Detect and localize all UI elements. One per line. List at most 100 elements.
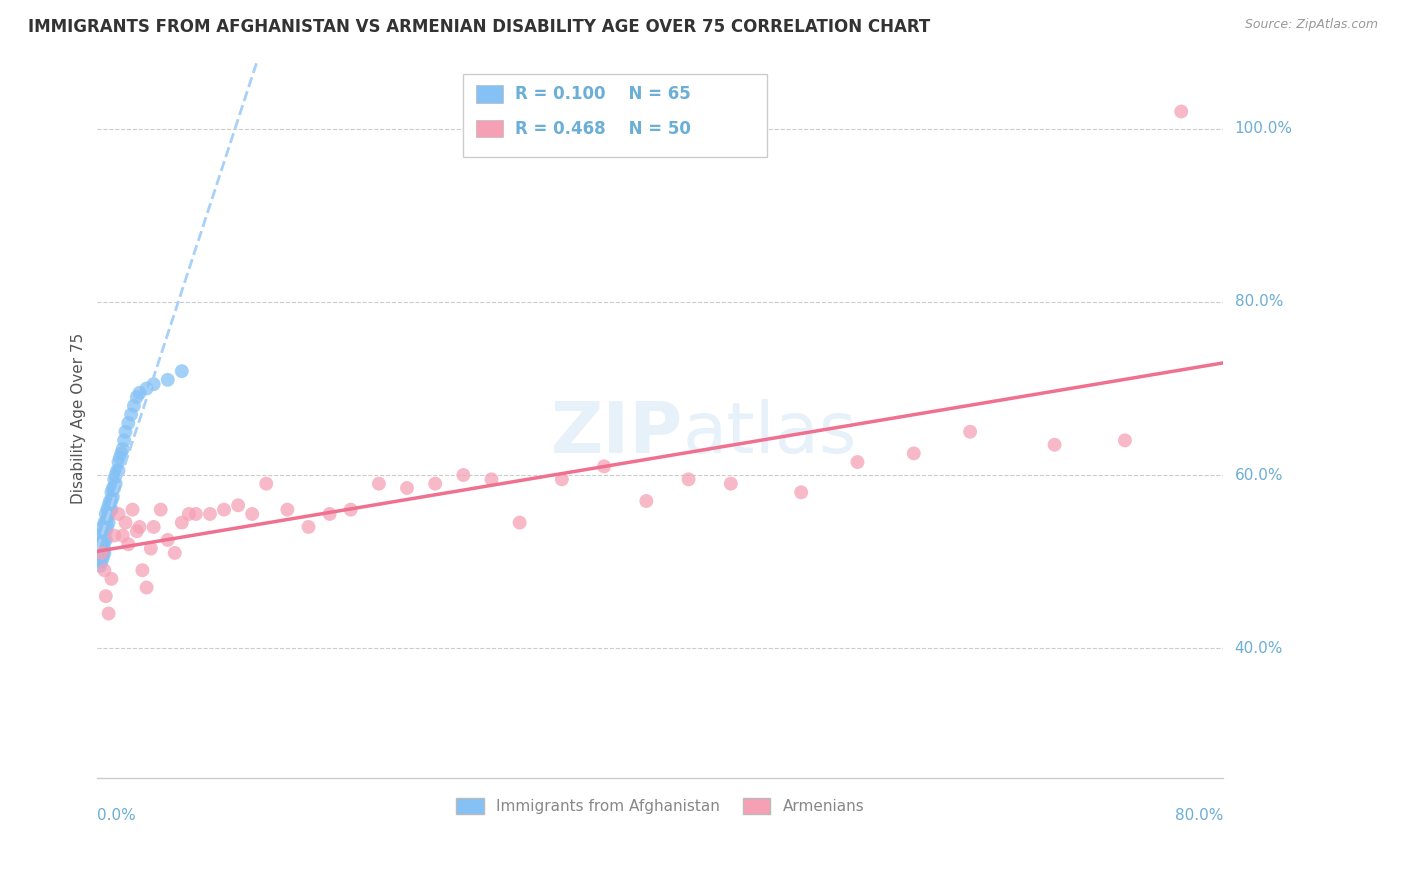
- Point: [903, 446, 925, 460]
- Text: atlas: atlas: [683, 399, 858, 467]
- Point: [678, 472, 700, 486]
- Point: [97, 607, 120, 621]
- FancyBboxPatch shape: [475, 120, 503, 137]
- Point: [425, 476, 447, 491]
- Text: Source: ZipAtlas.com: Source: ZipAtlas.com: [1244, 18, 1378, 31]
- Point: [139, 541, 162, 556]
- Point: [111, 442, 134, 456]
- Text: 80.0%: 80.0%: [1234, 294, 1282, 310]
- Point: [90, 528, 112, 542]
- Point: [142, 520, 165, 534]
- Point: [90, 546, 112, 560]
- Point: [509, 516, 531, 530]
- Point: [112, 434, 135, 448]
- Point: [395, 481, 418, 495]
- Point: [254, 476, 277, 491]
- Point: [90, 537, 112, 551]
- Point: [89, 558, 111, 573]
- Point: [104, 468, 127, 483]
- Y-axis label: Disability Age Over 75: Disability Age Over 75: [72, 333, 86, 504]
- Point: [367, 476, 389, 491]
- Point: [1043, 438, 1066, 452]
- Text: 100.0%: 100.0%: [1234, 121, 1292, 136]
- Point: [103, 481, 125, 495]
- Point: [170, 516, 193, 530]
- Point: [90, 541, 112, 556]
- Point: [121, 502, 143, 516]
- Text: 60.0%: 60.0%: [1234, 467, 1284, 483]
- Point: [96, 502, 118, 516]
- Point: [551, 472, 574, 486]
- Point: [177, 507, 200, 521]
- Point: [93, 524, 115, 539]
- Point: [226, 498, 249, 512]
- Point: [91, 546, 114, 560]
- Point: [110, 446, 132, 460]
- Point: [100, 502, 122, 516]
- Point: [93, 563, 115, 577]
- Point: [135, 581, 157, 595]
- Point: [98, 502, 121, 516]
- Point: [184, 507, 207, 521]
- Point: [89, 555, 111, 569]
- Point: [98, 494, 121, 508]
- Point: [156, 533, 179, 547]
- Point: [120, 408, 142, 422]
- Point: [94, 533, 117, 547]
- Point: [959, 425, 981, 439]
- Point: [97, 498, 120, 512]
- FancyBboxPatch shape: [475, 86, 503, 103]
- Point: [593, 459, 616, 474]
- Text: 0.0%: 0.0%: [97, 808, 136, 823]
- Point: [125, 524, 148, 539]
- Text: IMMIGRANTS FROM AFGHANISTAN VS ARMENIAN DISABILITY AGE OVER 75 CORRELATION CHART: IMMIGRANTS FROM AFGHANISTAN VS ARMENIAN …: [28, 18, 931, 36]
- Point: [339, 502, 361, 516]
- Point: [93, 516, 115, 530]
- Point: [276, 502, 298, 516]
- Point: [103, 528, 125, 542]
- Point: [90, 546, 112, 560]
- Text: 40.0%: 40.0%: [1234, 640, 1282, 656]
- Point: [96, 511, 118, 525]
- Point: [91, 550, 114, 565]
- Point: [100, 494, 122, 508]
- Point: [87, 537, 110, 551]
- Point: [790, 485, 813, 500]
- Point: [97, 507, 120, 521]
- Point: [125, 390, 148, 404]
- Point: [94, 516, 117, 530]
- FancyBboxPatch shape: [464, 74, 768, 157]
- Point: [212, 502, 235, 516]
- Point: [89, 541, 111, 556]
- Point: [97, 516, 120, 530]
- Point: [318, 507, 340, 521]
- Point: [107, 455, 129, 469]
- Point: [114, 516, 136, 530]
- Point: [117, 416, 139, 430]
- Point: [94, 507, 117, 521]
- Point: [114, 425, 136, 439]
- Point: [91, 528, 114, 542]
- Point: [89, 533, 111, 547]
- Point: [163, 546, 186, 560]
- Text: R = 0.100    N = 65: R = 0.100 N = 65: [515, 85, 690, 103]
- Point: [100, 485, 122, 500]
- Point: [636, 494, 658, 508]
- Point: [170, 364, 193, 378]
- Point: [481, 472, 503, 486]
- Point: [297, 520, 319, 534]
- Point: [91, 537, 114, 551]
- Point: [720, 476, 742, 491]
- Point: [846, 455, 869, 469]
- Text: ZIP: ZIP: [551, 399, 683, 467]
- Point: [149, 502, 172, 516]
- Point: [93, 546, 115, 560]
- Point: [100, 572, 122, 586]
- Point: [198, 507, 221, 521]
- Point: [122, 399, 145, 413]
- Point: [89, 528, 111, 542]
- Point: [1170, 104, 1192, 119]
- Point: [131, 563, 153, 577]
- Point: [107, 507, 129, 521]
- Point: [105, 464, 128, 478]
